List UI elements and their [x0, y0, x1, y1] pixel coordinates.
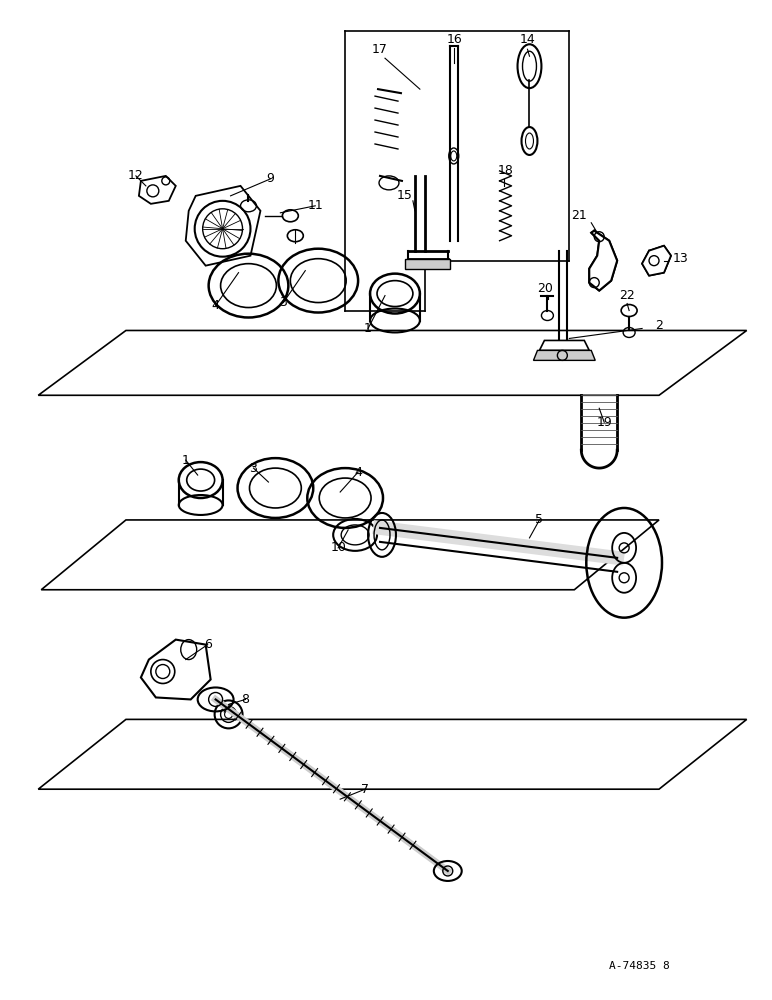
Text: 21: 21	[571, 209, 587, 222]
Text: 18: 18	[498, 164, 513, 177]
Polygon shape	[589, 231, 617, 291]
Text: 3: 3	[249, 462, 257, 475]
Text: 17: 17	[372, 43, 388, 56]
Text: 7: 7	[361, 783, 369, 796]
Text: 3: 3	[279, 296, 287, 309]
Text: 14: 14	[520, 33, 535, 46]
Text: 9: 9	[266, 172, 274, 185]
Text: 4: 4	[212, 299, 219, 312]
Text: 6: 6	[204, 638, 212, 651]
Text: 16: 16	[447, 33, 462, 46]
Polygon shape	[540, 340, 589, 350]
Text: 10: 10	[330, 541, 346, 554]
Text: 2: 2	[655, 319, 663, 332]
Text: 8: 8	[242, 693, 249, 706]
Text: 15: 15	[397, 189, 413, 202]
Polygon shape	[642, 246, 671, 276]
Text: 1: 1	[181, 454, 190, 467]
Text: 19: 19	[596, 416, 612, 429]
Text: 11: 11	[307, 199, 323, 212]
Polygon shape	[186, 186, 260, 266]
Text: 5: 5	[536, 513, 543, 526]
Polygon shape	[139, 176, 176, 204]
Text: 13: 13	[673, 252, 689, 265]
Text: 22: 22	[619, 289, 635, 302]
Text: 4: 4	[354, 466, 362, 479]
Text: 1: 1	[364, 322, 372, 335]
Text: 12: 12	[128, 169, 144, 182]
Polygon shape	[41, 520, 659, 590]
Polygon shape	[533, 350, 595, 360]
Text: A-74835 8: A-74835 8	[609, 961, 670, 971]
Polygon shape	[141, 640, 211, 699]
Polygon shape	[39, 719, 747, 789]
Polygon shape	[39, 330, 747, 395]
Text: 20: 20	[537, 282, 554, 295]
Polygon shape	[405, 259, 450, 269]
